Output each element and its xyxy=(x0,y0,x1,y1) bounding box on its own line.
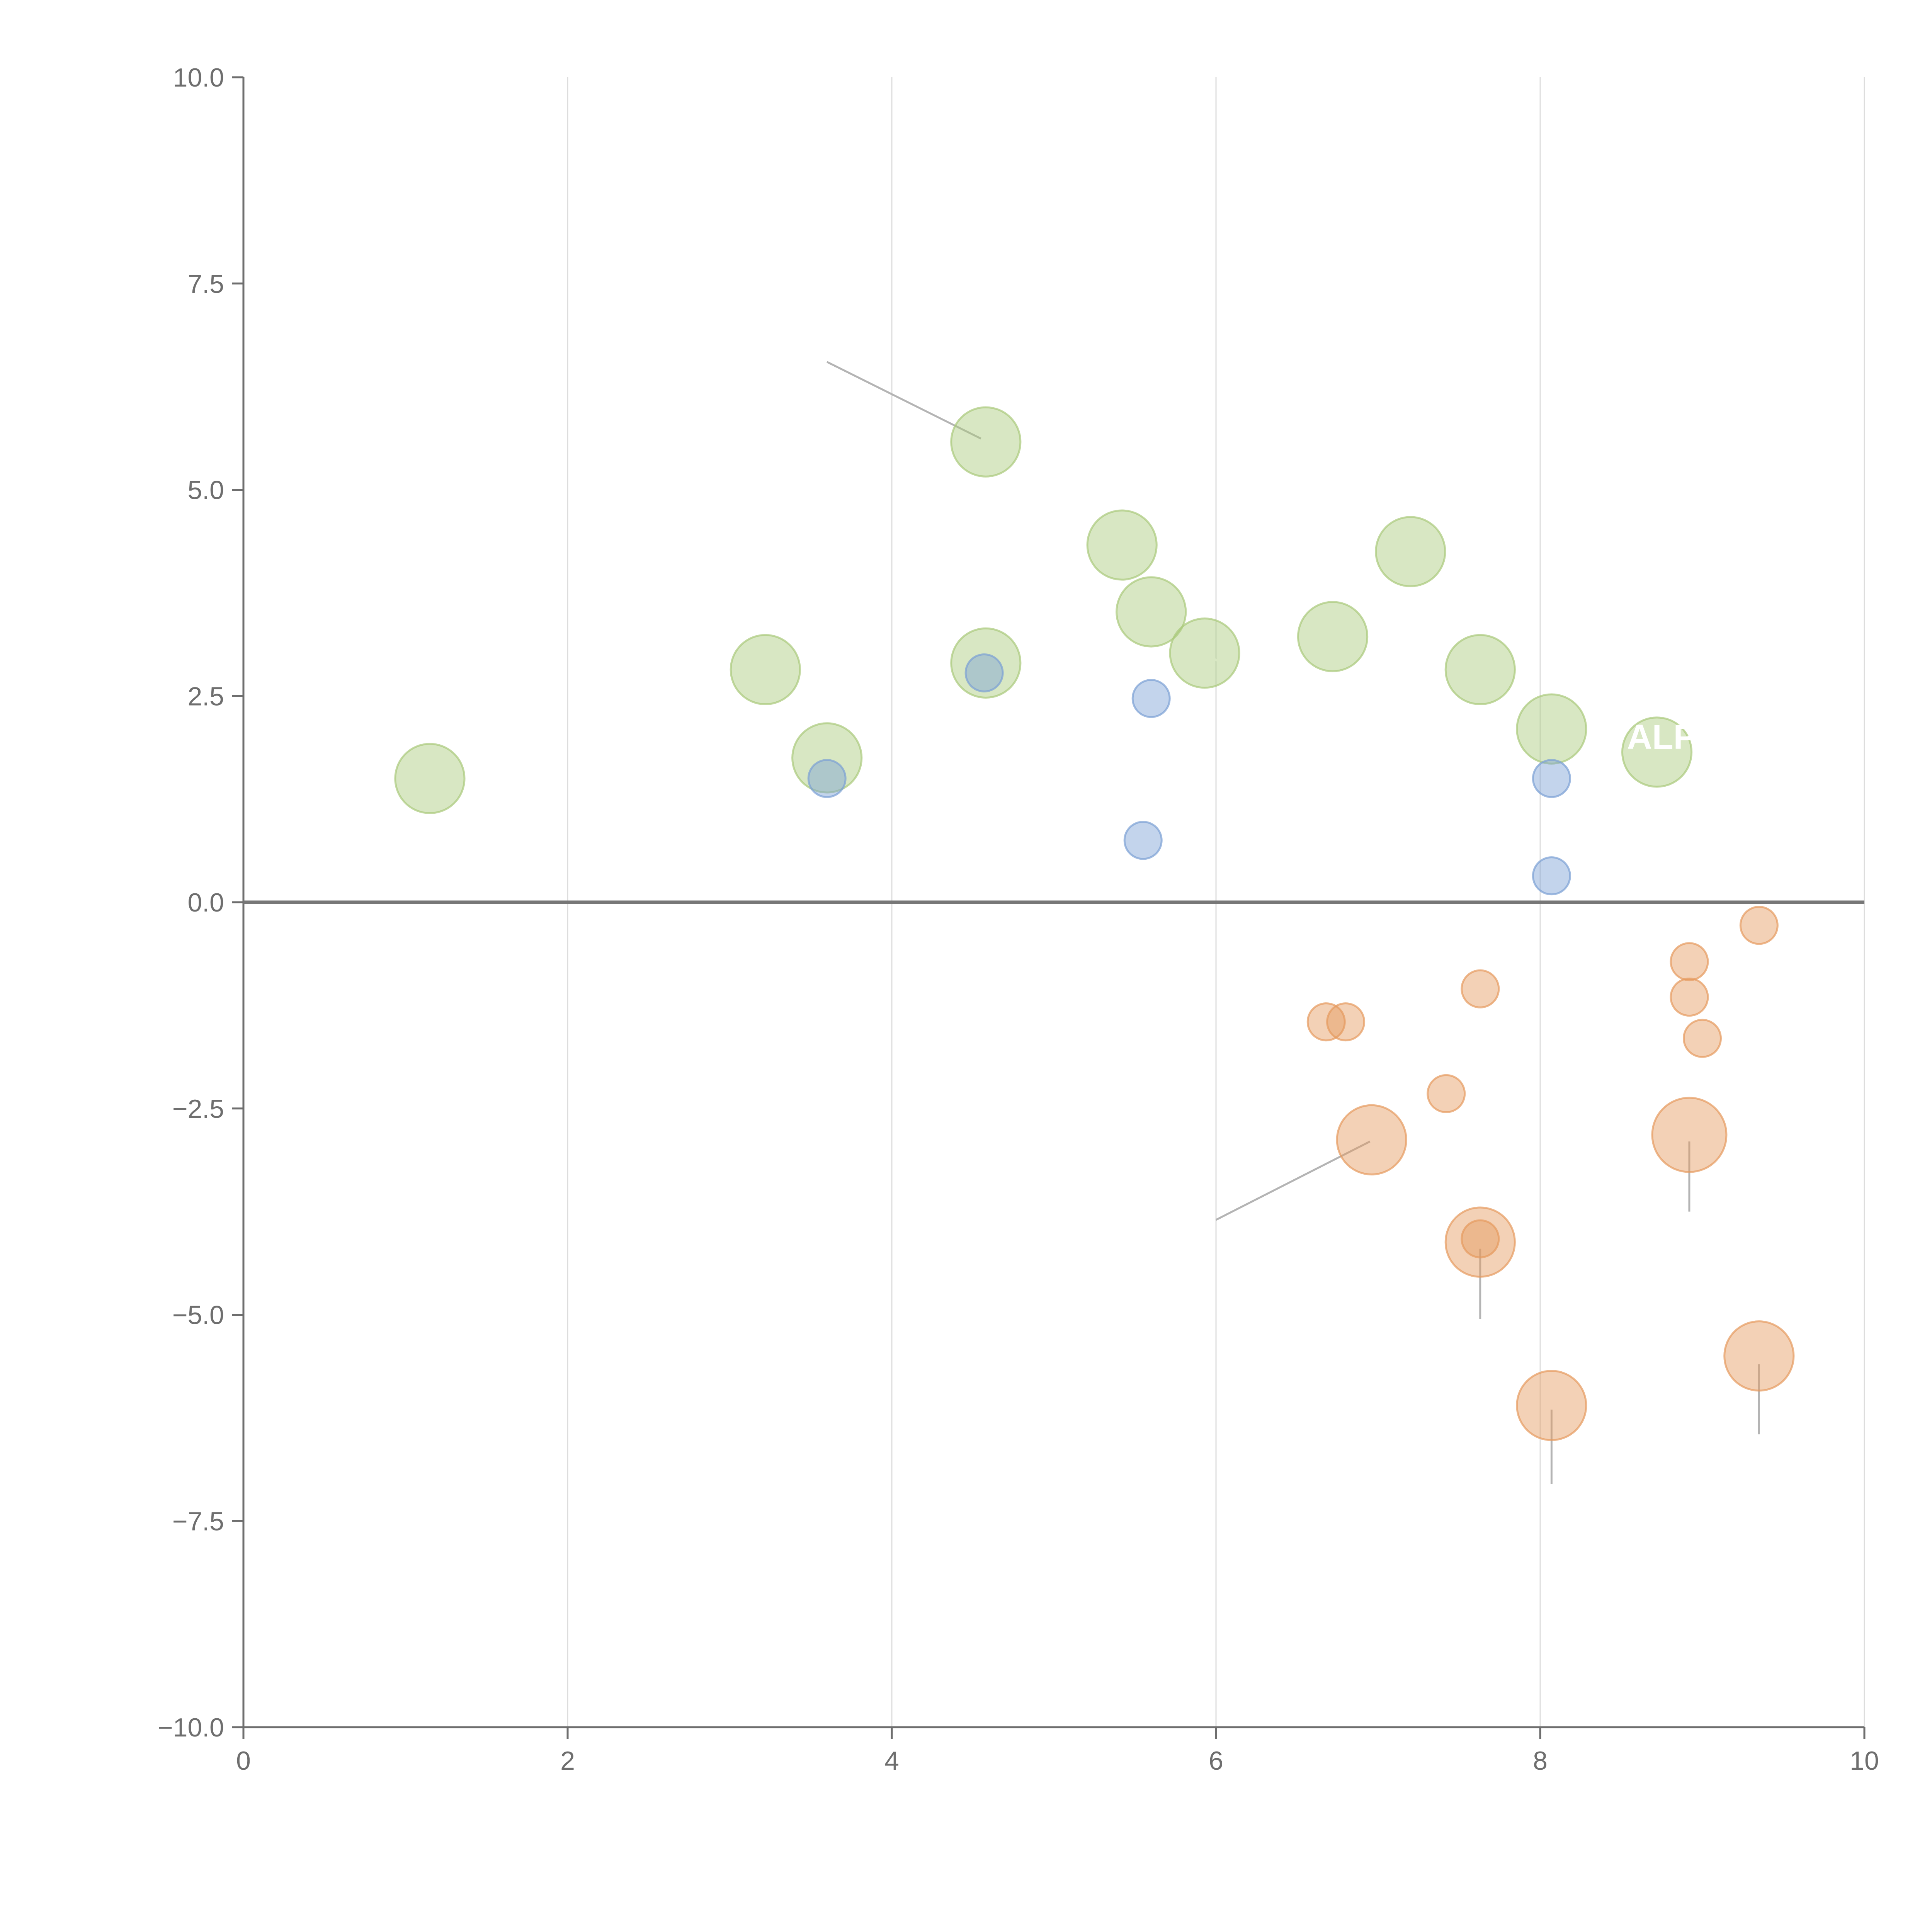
y-tick-label: −10.0 xyxy=(158,1713,224,1742)
x-tick-label: 2 xyxy=(560,1746,575,1776)
axis-layer: −10.0 −7.5 −5.0 −2.5 0.0 2.5 5.0 7.5 10.0 0 2 4 6 8 10 xyxy=(158,63,1879,1776)
orange-point xyxy=(1427,1074,1466,1113)
leader-line xyxy=(1215,1140,1371,1221)
green-point xyxy=(1116,576,1187,648)
x-tick-label: 0 xyxy=(236,1746,251,1776)
green-point xyxy=(1516,693,1587,765)
leader-line xyxy=(1207,654,1241,676)
x-tick-label: 6 xyxy=(1209,1746,1223,1776)
green-point xyxy=(1444,634,1516,706)
green-point xyxy=(1169,617,1240,689)
green-point xyxy=(730,634,801,706)
orange-point xyxy=(1670,942,1709,981)
points-layer xyxy=(394,406,1795,1441)
x-tick-label: 4 xyxy=(884,1746,899,1776)
green-point xyxy=(1297,601,1369,672)
orange-point xyxy=(1516,1370,1587,1441)
y-tick-label: 10.0 xyxy=(173,63,224,92)
x-tick-label: 10 xyxy=(1850,1746,1879,1776)
green-point xyxy=(1086,509,1158,581)
blue-point xyxy=(1532,759,1571,798)
orange-point xyxy=(1336,1104,1407,1175)
blue-point xyxy=(964,653,1004,692)
blue-point xyxy=(1123,821,1163,860)
y-tick-label: 5.0 xyxy=(187,476,224,505)
x-tick-label: 8 xyxy=(1533,1746,1548,1776)
green-point xyxy=(950,406,1022,478)
leader-line xyxy=(1410,526,1447,550)
y-tick-label: 0.0 xyxy=(187,888,224,917)
leader-line xyxy=(1304,600,1330,631)
blue-point xyxy=(807,759,847,798)
y-tick-label: 2.5 xyxy=(187,682,224,711)
orange-point xyxy=(1326,1002,1366,1042)
leader-line xyxy=(1653,757,1663,787)
y-tick-label: −5.0 xyxy=(172,1301,224,1330)
orange-point xyxy=(1461,1219,1500,1259)
leader-line xyxy=(1556,726,1614,734)
orange-point xyxy=(1444,1206,1516,1278)
green-point xyxy=(394,743,466,814)
blue-point xyxy=(1131,679,1171,718)
orange-point xyxy=(1670,978,1709,1017)
green-point xyxy=(1621,716,1693,788)
leader-line xyxy=(1121,514,1144,544)
y-tick-label: −7.5 xyxy=(172,1507,224,1536)
label-layer: ALP xyxy=(1627,718,1697,757)
blue-point xyxy=(1532,856,1571,896)
y-tick-label: 7.5 xyxy=(187,269,224,299)
leader-line xyxy=(802,740,831,759)
y-tick-label: −2.5 xyxy=(172,1094,224,1124)
point-annotation: ALP xyxy=(1627,718,1697,757)
leader-layer xyxy=(769,361,1760,1484)
orange-point xyxy=(1461,969,1500,1009)
orange-point xyxy=(1683,1019,1722,1058)
green-point xyxy=(1375,516,1446,587)
leader-line xyxy=(769,641,803,668)
orange-point xyxy=(1739,906,1779,945)
green-point xyxy=(950,627,1022,699)
orange-point xyxy=(1651,1097,1728,1173)
leader-line xyxy=(1485,650,1521,668)
orange-point xyxy=(1723,1320,1795,1392)
